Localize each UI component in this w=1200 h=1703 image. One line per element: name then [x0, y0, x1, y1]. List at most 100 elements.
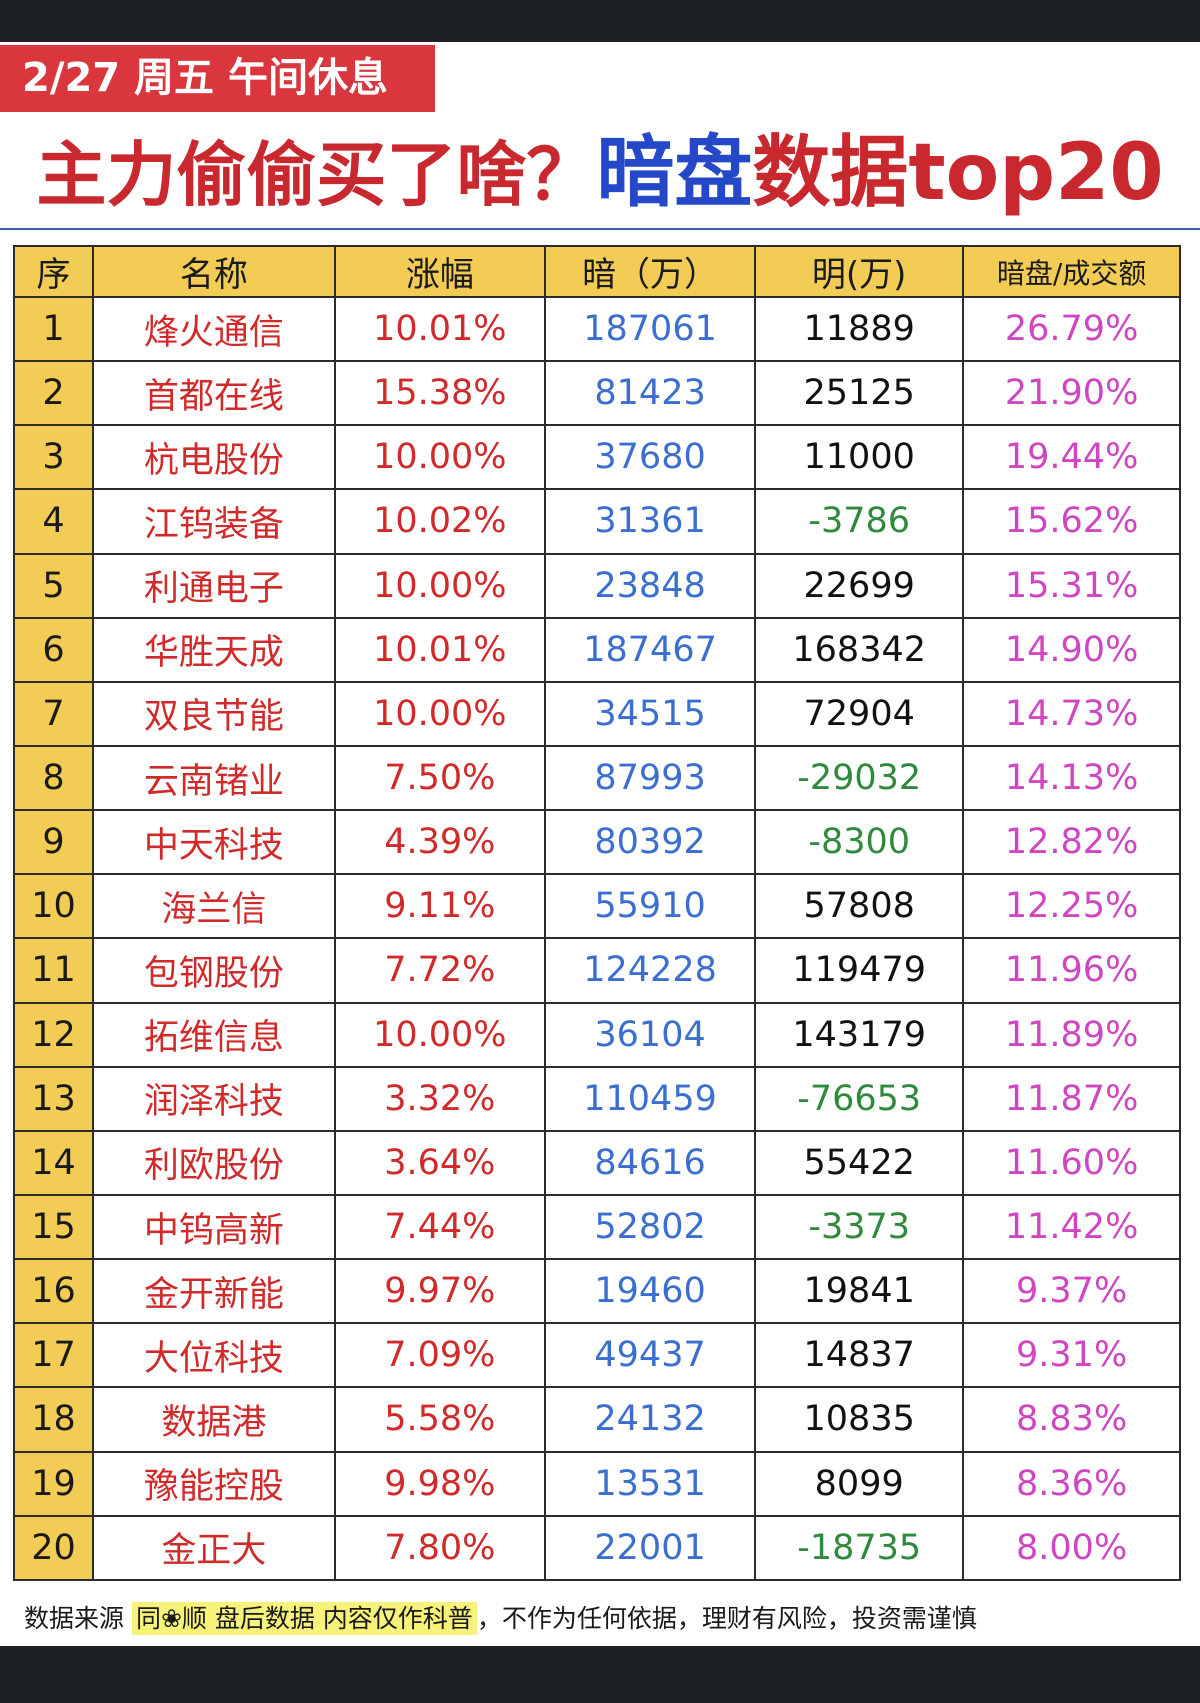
lit-amount: 11000 [754, 424, 965, 491]
header-dark: 暗（万） [543, 245, 757, 298]
stock-name: 江钨装备 [92, 488, 336, 555]
dark-pool-ratio: 15.31% [962, 552, 1181, 619]
price-change: 10.01% [333, 295, 546, 363]
stock-name: 利通电子 [92, 552, 336, 619]
price-change: 7.50% [333, 744, 546, 812]
row-index: 16 [12, 1258, 95, 1325]
dark-pool-table: 序 名称 涨幅 暗（万） 明(万) 暗盘/成交额 1 烽火通信 10.01% 1870… [12, 245, 1181, 1582]
lit-amount: 57808 [754, 873, 965, 940]
stock-name: 中天科技 [92, 809, 336, 876]
row-index: 10 [12, 873, 95, 940]
stock-name: 利欧股份 [92, 1129, 336, 1196]
price-change: 3.32% [333, 1065, 546, 1132]
dark-pool-amount: 31361 [543, 488, 757, 555]
table-row: 18 数据港 5.58% 24132 10835 8.83% [12, 1386, 1181, 1453]
dark-pool-amount: 22001 [543, 1514, 757, 1582]
dark-pool-ratio: 11.87% [962, 1065, 1181, 1132]
lit-amount: 55422 [754, 1129, 965, 1196]
stock-name: 杭电股份 [92, 424, 336, 491]
stock-name: 首都在线 [92, 360, 336, 427]
stock-name: 润泽科技 [92, 1065, 336, 1132]
row-index: 7 [12, 680, 95, 747]
dark-pool-ratio: 8.36% [962, 1450, 1181, 1517]
dark-pool-amount: 49437 [543, 1322, 757, 1389]
price-change: 7.72% [333, 937, 546, 1004]
price-change: 15.38% [333, 360, 546, 427]
lit-amount: -3373 [754, 1193, 965, 1261]
header-change: 涨幅 [333, 245, 546, 298]
table-row: 11 包钢股份 7.72% 124228 119479 11.96% [12, 937, 1181, 1004]
table-row: 10 海兰信 9.11% 55910 57808 12.25% [12, 873, 1181, 940]
table-row: 20 金正大 7.80% 22001 -18735 8.00% [12, 1514, 1181, 1582]
stock-name: 烽火通信 [92, 295, 336, 363]
header-index: 序 [12, 245, 95, 298]
footer-source-highlight: 同❀顺 盘后数据 内容仅作科普 [131, 1602, 477, 1635]
table-row: 13 润泽科技 3.32% 110459 -76653 11.87% [12, 1065, 1181, 1132]
stock-name: 金开新能 [92, 1258, 336, 1325]
dark-pool-ratio: 11.96% [962, 937, 1181, 1004]
dark-pool-amount: 52802 [543, 1193, 757, 1261]
lit-amount: 19841 [754, 1258, 965, 1325]
headline-part1: 主力偷偷买了啥？ [36, 134, 597, 216]
stock-name: 华胜天成 [92, 616, 336, 683]
table-row: 19 豫能控股 9.98% 13531 8099 8.36% [12, 1450, 1181, 1517]
lit-amount: 14837 [754, 1322, 965, 1389]
footer-disclaimer: 数据来源 同❀顺 盘后数据 内容仅作科普 ，不作为任何依据，理财有风险，投资需谨慎 [24, 1598, 977, 1640]
row-index: 18 [12, 1386, 95, 1453]
row-index: 11 [12, 937, 95, 1004]
row-index: 12 [12, 1001, 95, 1068]
lit-amount: 22699 [754, 552, 965, 619]
lit-amount: 25125 [754, 360, 965, 427]
table-row: 2 首都在线 15.38% 81423 25125 21.90% [12, 360, 1181, 427]
lit-amount: 168342 [754, 616, 965, 683]
dark-pool-amount: 36104 [543, 1001, 757, 1068]
dark-pool-ratio: 9.37% [962, 1258, 1181, 1325]
stock-name: 云南锗业 [92, 744, 336, 812]
price-change: 4.39% [333, 809, 546, 876]
row-index: 8 [12, 744, 95, 812]
lit-amount: -18735 [754, 1514, 965, 1582]
header-name: 名称 [92, 245, 336, 298]
price-change: 9.11% [333, 873, 546, 940]
stock-name: 中钨高新 [92, 1193, 336, 1261]
table-row: 5 利通电子 10.00% 23848 22699 15.31% [12, 552, 1181, 619]
lit-amount: 8099 [754, 1450, 965, 1517]
lit-amount: -3786 [754, 488, 965, 555]
price-change: 7.80% [333, 1514, 546, 1582]
footer-prefix: 数据来源 [24, 1604, 125, 1633]
stock-name: 数据港 [92, 1386, 336, 1453]
dark-pool-amount: 55910 [543, 873, 757, 940]
price-change: 3.64% [333, 1129, 546, 1196]
table-row: 12 拓维信息 10.00% 36104 143179 11.89% [12, 1001, 1181, 1068]
table-body: 1 烽火通信 10.01% 187061 11889 26.79% 2 首都在线 15.38% 8… [12, 295, 1181, 1582]
table-row: 16 金开新能 9.97% 19460 19841 9.37% [12, 1258, 1181, 1325]
divider [0, 228, 1200, 230]
dark-pool-ratio: 9.31% [962, 1322, 1181, 1389]
headline-part3: 数据top20 [752, 128, 1164, 218]
dark-pool-ratio: 21.90% [962, 360, 1181, 427]
footer-suffix: ，不作为任何依据，理财有风险，投资需谨慎 [476, 1604, 977, 1633]
row-index: 19 [12, 1450, 95, 1517]
table-row: 8 云南锗业 7.50% 87993 -29032 14.13% [12, 744, 1181, 812]
price-change: 10.02% [333, 488, 546, 555]
bottom-bar [0, 1646, 1200, 1703]
dark-pool-amount: 37680 [543, 424, 757, 491]
lit-amount: -76653 [754, 1065, 965, 1132]
price-change: 10.01% [333, 616, 546, 683]
dark-pool-amount: 84616 [543, 1129, 757, 1196]
header-ratio: 暗盘/成交额 [962, 245, 1181, 298]
lit-amount: 11889 [754, 295, 965, 363]
stock-name: 大位科技 [92, 1322, 336, 1389]
lit-amount: -8300 [754, 809, 965, 876]
dark-pool-amount: 19460 [543, 1258, 757, 1325]
row-index: 13 [12, 1065, 95, 1132]
lit-amount: 143179 [754, 1001, 965, 1068]
table-row: 17 大位科技 7.09% 49437 14837 9.31% [12, 1322, 1181, 1389]
price-change: 10.00% [333, 552, 546, 619]
dark-pool-amount: 34515 [543, 680, 757, 747]
date-banner: 2/27 周五 午间休息 [0, 45, 435, 112]
lit-amount: 72904 [754, 680, 965, 747]
row-index: 4 [12, 488, 95, 555]
dark-pool-ratio: 12.25% [962, 873, 1181, 940]
row-index: 9 [12, 809, 95, 876]
